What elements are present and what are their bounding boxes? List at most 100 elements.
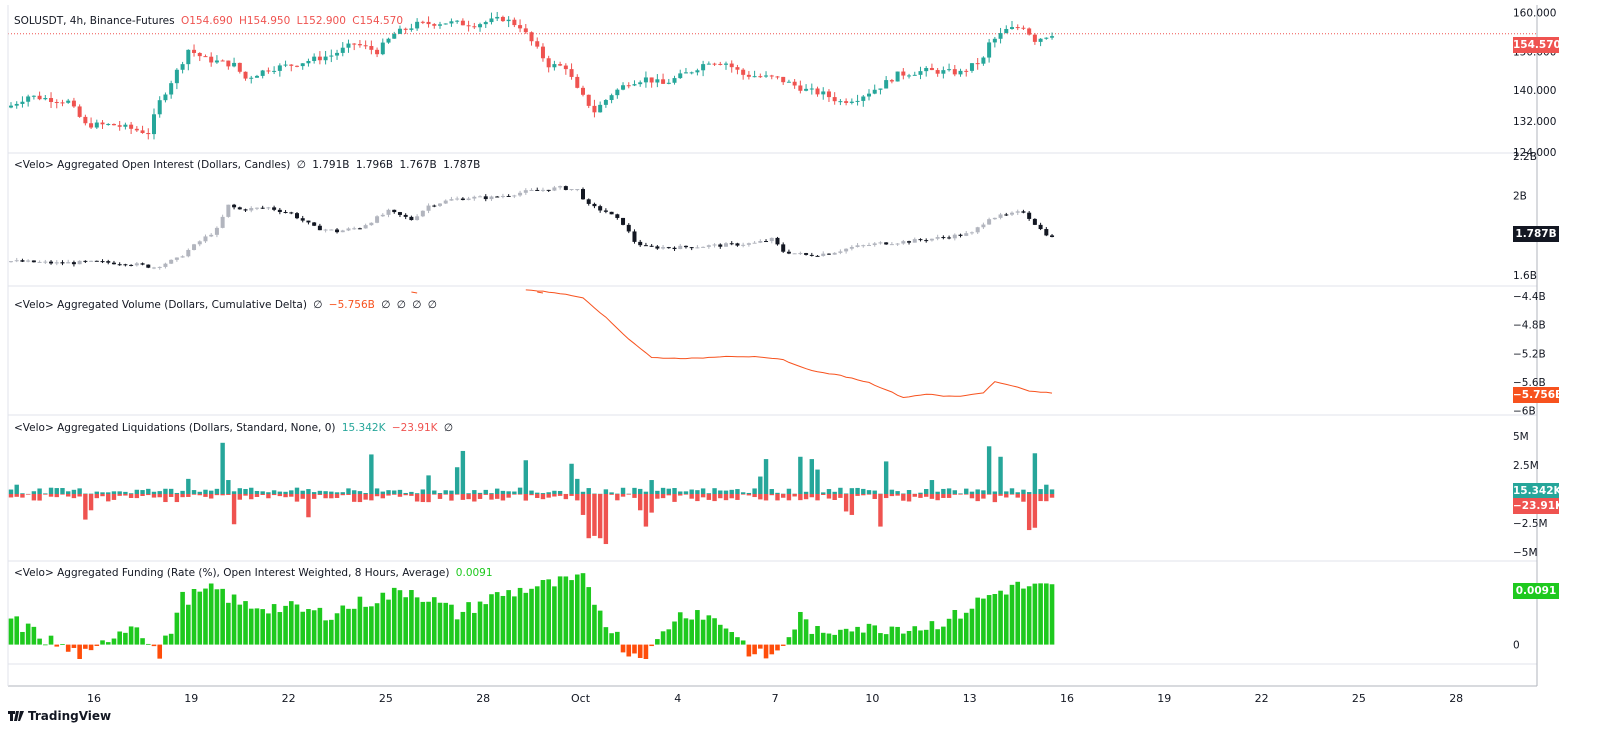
liq-long-bar bbox=[266, 492, 271, 494]
price-candle bbox=[432, 24, 437, 26]
liq-long-bar bbox=[838, 487, 843, 494]
oi-candle bbox=[1015, 211, 1020, 213]
oi-candle bbox=[581, 189, 585, 200]
oi-title[interactable]: <Velo> Aggregated Open Interest (Dollars… bbox=[14, 159, 291, 171]
liq-long-bar bbox=[14, 484, 19, 494]
liq-long-bar bbox=[998, 456, 1003, 494]
oi-candle bbox=[941, 237, 946, 239]
funding-pane[interactable] bbox=[8, 573, 1055, 660]
liq-long-bar bbox=[769, 489, 774, 494]
liq-long-bar bbox=[151, 491, 157, 494]
price-candle bbox=[678, 73, 683, 79]
liq-short-bar bbox=[94, 494, 99, 499]
liq-long-bar bbox=[1009, 488, 1015, 494]
funding-bar bbox=[969, 608, 975, 645]
liq-long-bar bbox=[495, 488, 500, 494]
price-candle bbox=[952, 69, 957, 75]
liq-long-bar bbox=[529, 490, 534, 494]
liq-short-bar bbox=[43, 494, 48, 495]
liq-long-bar bbox=[592, 493, 597, 495]
price-candle bbox=[1010, 27, 1014, 29]
cumulative-delta-pane[interactable] bbox=[411, 289, 1053, 399]
oi-candle bbox=[855, 245, 860, 247]
cvd-title[interactable]: <Velo> Aggregated Volume (Dollars, Cumul… bbox=[14, 299, 307, 311]
liq-short-bar bbox=[655, 494, 660, 499]
liq-long-bar bbox=[517, 487, 523, 494]
funding-bar bbox=[248, 608, 254, 645]
liq-long-bar bbox=[941, 488, 946, 494]
oi-candle bbox=[969, 232, 974, 234]
liq-long-bar bbox=[66, 491, 71, 494]
liq-short-bar bbox=[357, 494, 363, 503]
oi-candle bbox=[83, 260, 88, 262]
funding-bar bbox=[25, 623, 31, 645]
funding-bar bbox=[128, 626, 134, 645]
funding-bar bbox=[454, 619, 460, 645]
open-interest-pane[interactable] bbox=[9, 185, 1055, 270]
symbol-label[interactable]: SOLUSDT, 4h, Binance-Futures bbox=[14, 15, 175, 27]
price-candle bbox=[260, 70, 265, 76]
liq-short-bar bbox=[409, 494, 414, 496]
liq-long-bar bbox=[632, 487, 637, 494]
oi-candle bbox=[998, 214, 1003, 218]
liq-long-bar bbox=[323, 491, 328, 494]
price-candle bbox=[706, 63, 711, 65]
oi-candle bbox=[838, 251, 843, 253]
liq-short-bar bbox=[437, 494, 443, 499]
oi-candle bbox=[752, 242, 757, 244]
liq-short-bar bbox=[632, 494, 637, 498]
liq-long-bar bbox=[552, 490, 557, 494]
funding-bar bbox=[838, 629, 843, 645]
liq-long-bar bbox=[546, 492, 551, 494]
liq-short-bar bbox=[843, 494, 849, 512]
oi-candle bbox=[512, 195, 517, 197]
liq-short-bar bbox=[477, 494, 483, 499]
funding-title[interactable]: <Velo> Aggregated Funding (Rate (%), Ope… bbox=[14, 567, 450, 579]
liq-short-bar bbox=[168, 494, 174, 497]
liq-title[interactable]: <Velo> Aggregated Liquidations (Dollars,… bbox=[14, 422, 336, 434]
liq-long-bar bbox=[37, 488, 42, 494]
tradingview-logo[interactable]: TradingView bbox=[8, 709, 111, 723]
oi-candle bbox=[335, 229, 340, 233]
price-candle bbox=[649, 77, 654, 83]
oi-candle bbox=[1021, 211, 1026, 213]
price-pane[interactable] bbox=[8, 11, 1537, 140]
liq-long-bar bbox=[8, 489, 14, 494]
funding-bar bbox=[786, 637, 792, 645]
time-tick-label: 10 bbox=[865, 692, 879, 705]
funding-bar bbox=[414, 597, 420, 645]
oi-candle bbox=[232, 204, 237, 208]
liq-short-bar bbox=[374, 494, 380, 497]
funding-bar bbox=[672, 621, 677, 645]
price-candle bbox=[192, 49, 197, 53]
price-candle bbox=[718, 63, 723, 65]
liq-long-bar bbox=[575, 478, 580, 494]
funding-bar bbox=[649, 644, 654, 647]
price-candle bbox=[975, 63, 980, 65]
liq-short-bar bbox=[369, 494, 374, 501]
liq-long-bar bbox=[220, 442, 225, 494]
liquidations-pane[interactable] bbox=[8, 442, 1055, 545]
liq-short-bar bbox=[626, 494, 631, 495]
liq-short-bar bbox=[237, 494, 242, 500]
oi-candle bbox=[529, 189, 534, 191]
oi-candle bbox=[815, 255, 820, 257]
liq-long-bar bbox=[758, 476, 763, 494]
liq-long-bar bbox=[94, 491, 99, 494]
funding-bar bbox=[426, 601, 431, 645]
liq-long-bar bbox=[1015, 492, 1020, 494]
oi-candle bbox=[683, 245, 688, 248]
liq-long-bar bbox=[506, 491, 511, 494]
liq-short-bar bbox=[706, 494, 712, 500]
liq-long-bar bbox=[752, 488, 757, 494]
liq-short-bar bbox=[752, 494, 757, 498]
funding-bar bbox=[723, 628, 729, 645]
price-candle bbox=[272, 70, 277, 72]
liq-long-bar bbox=[363, 493, 368, 494]
price-candle bbox=[249, 77, 254, 79]
oi-candle bbox=[54, 262, 59, 264]
price-tick-label: 160.000 bbox=[1513, 8, 1556, 20]
funding-bar bbox=[409, 590, 414, 645]
oi-candle bbox=[409, 216, 414, 221]
